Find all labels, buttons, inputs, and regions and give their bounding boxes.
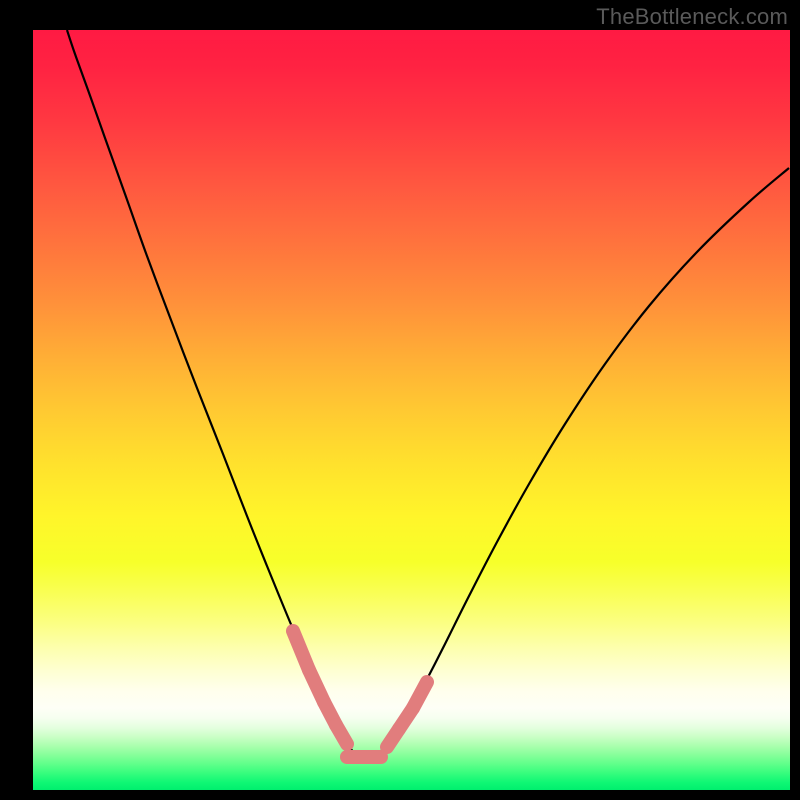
chart-background: [33, 30, 790, 790]
chart-svg: [33, 30, 790, 790]
highlight-segment: [336, 725, 347, 744]
watermark-text: TheBottleneck.com: [596, 4, 788, 30]
chart-plot-area: [33, 30, 790, 790]
